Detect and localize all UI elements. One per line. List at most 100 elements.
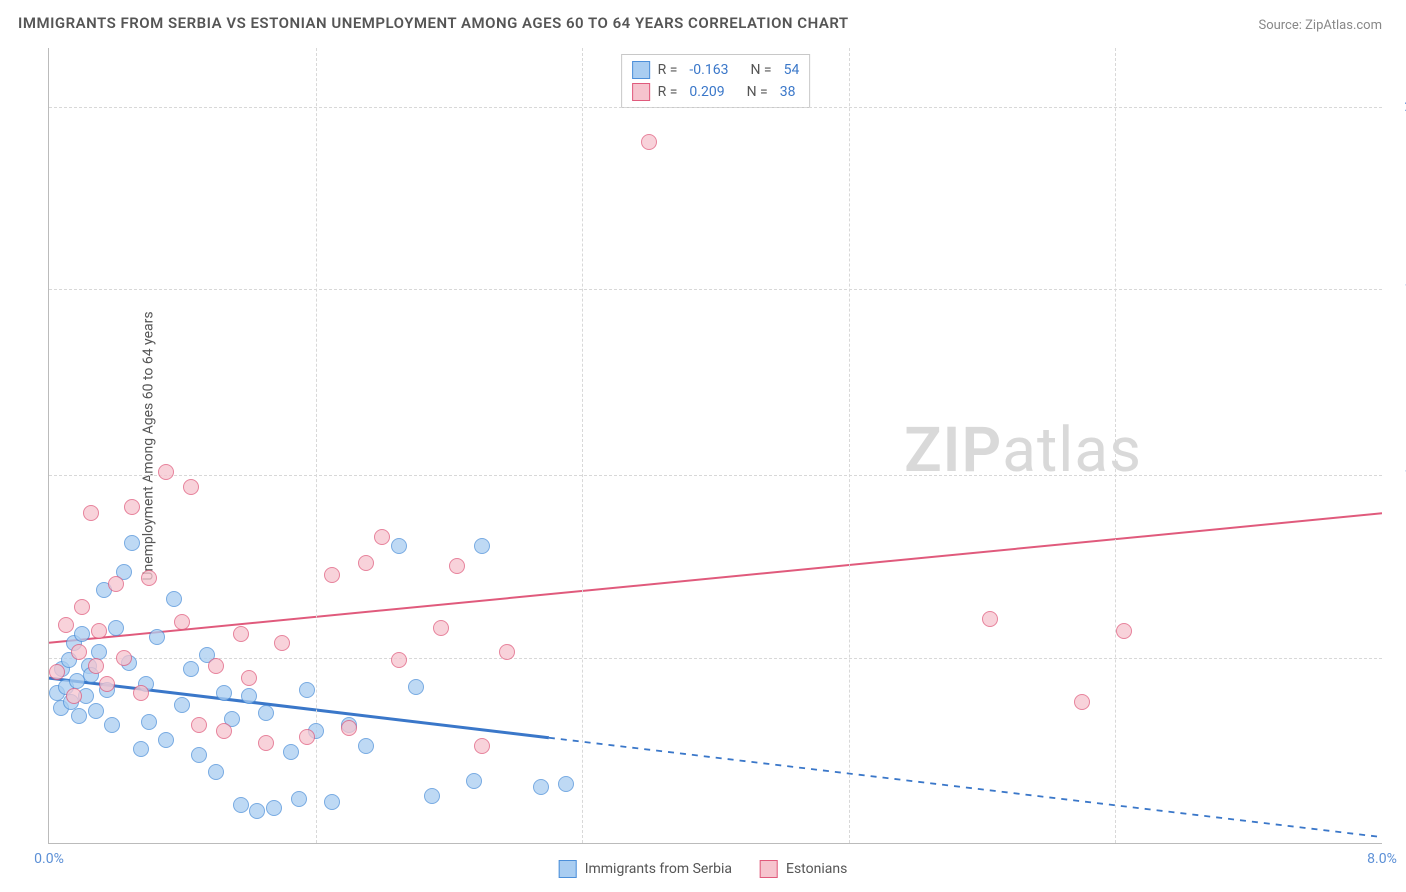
data-point-serbia (88, 703, 104, 719)
data-point-serbia (291, 791, 307, 807)
data-point-estonians (58, 617, 74, 633)
trend-line-dashed-serbia (549, 738, 1382, 837)
legend-item-serbia: Immigrants from Serbia (559, 860, 732, 878)
data-point-serbia (124, 535, 140, 551)
data-point-estonians (449, 558, 465, 574)
data-point-estonians (108, 576, 124, 592)
data-point-serbia (258, 705, 274, 721)
data-point-serbia (191, 747, 207, 763)
data-point-serbia (141, 714, 157, 730)
data-point-estonians (208, 658, 224, 674)
data-point-estonians (88, 658, 104, 674)
data-point-estonians (341, 720, 357, 736)
data-point-serbia (533, 779, 549, 795)
data-point-serbia (391, 538, 407, 554)
data-point-estonians (74, 599, 90, 615)
legend-swatch-estonians (760, 860, 778, 878)
trend-line-estonians (49, 513, 1382, 643)
legend-row-serbia: R = -0.163 N = 54 (632, 59, 800, 81)
legend-row-estonians: R = 0.209 N = 38 (632, 81, 800, 103)
data-point-estonians (99, 676, 115, 692)
data-point-serbia (233, 797, 249, 813)
data-point-estonians (499, 644, 515, 660)
data-point-serbia (166, 591, 182, 607)
data-point-estonians (116, 650, 132, 666)
legend-label-serbia: Immigrants from Serbia (585, 861, 732, 877)
correlation-legend: R = -0.163 N = 54 R = 0.209 N = 38 (621, 54, 811, 108)
data-point-estonians (216, 723, 232, 739)
data-point-serbia (133, 741, 149, 757)
n-value-estonians: 38 (780, 84, 796, 100)
data-point-serbia (71, 708, 87, 724)
grid-line-h (49, 658, 1382, 659)
data-point-serbia (299, 682, 315, 698)
n-value-serbia: 54 (784, 62, 800, 78)
trend-lines (49, 48, 1382, 843)
legend-label-estonians: Estonians (786, 861, 847, 877)
legend-item-estonians: Estonians (760, 860, 847, 878)
legend-swatch-serbia (632, 61, 650, 79)
y-tick-label: 25.0% (1387, 99, 1406, 115)
series-legend: Immigrants from Serbia Estonians (559, 860, 848, 878)
data-point-estonians (91, 623, 107, 639)
data-point-estonians (191, 717, 207, 733)
data-point-estonians (641, 134, 657, 150)
data-point-serbia (558, 776, 574, 792)
data-point-estonians (174, 614, 190, 630)
n-label: N = (750, 62, 771, 78)
data-point-estonians (324, 567, 340, 583)
data-point-estonians (1074, 694, 1090, 710)
data-point-estonians (83, 505, 99, 521)
y-tick-label: 12.5% (1387, 467, 1406, 483)
data-point-estonians (183, 479, 199, 495)
data-point-estonians (474, 738, 490, 754)
r-value-estonians: 0.209 (689, 84, 724, 100)
data-point-serbia (241, 688, 257, 704)
grid-line-v (849, 48, 850, 843)
plot-area: ZIPatlas R = -0.163 N = 54 R = 0.209 N =… (48, 48, 1382, 844)
grid-line-h (49, 107, 1382, 108)
grid-line-h (49, 475, 1382, 476)
data-point-serbia (149, 629, 165, 645)
data-point-estonians (141, 570, 157, 586)
data-point-estonians (71, 644, 87, 660)
data-point-estonians (258, 735, 274, 751)
data-point-serbia (466, 773, 482, 789)
r-label: R = (658, 62, 678, 78)
data-point-estonians (299, 729, 315, 745)
data-point-estonians (124, 499, 140, 515)
x-tick-label: 0.0% (34, 851, 64, 867)
data-point-serbia (74, 626, 90, 642)
data-point-estonians (358, 555, 374, 571)
grid-line-v (1115, 48, 1116, 843)
data-point-estonians (49, 664, 65, 680)
data-point-serbia (158, 732, 174, 748)
data-point-serbia (266, 800, 282, 816)
data-point-serbia (358, 738, 374, 754)
data-point-estonians (1116, 623, 1132, 639)
n-label: N = (747, 84, 768, 100)
data-point-serbia (324, 794, 340, 810)
data-point-estonians (391, 652, 407, 668)
data-point-serbia (216, 685, 232, 701)
data-point-serbia (283, 744, 299, 760)
legend-swatch-estonians (632, 83, 650, 101)
data-point-estonians (433, 620, 449, 636)
data-point-serbia (208, 764, 224, 780)
data-point-serbia (104, 717, 120, 733)
legend-swatch-serbia (559, 860, 577, 878)
data-point-estonians (982, 611, 998, 627)
data-point-serbia (408, 679, 424, 695)
source-attribution: Source: ZipAtlas.com (1258, 18, 1382, 33)
data-point-serbia (174, 697, 190, 713)
data-point-serbia (249, 803, 265, 819)
data-point-serbia (474, 538, 490, 554)
x-tick-label: 8.0% (1367, 851, 1397, 867)
r-label: R = (658, 84, 678, 100)
grid-line-h (49, 289, 1382, 290)
data-point-serbia (108, 620, 124, 636)
y-tick-label: 18.8% (1387, 281, 1406, 297)
data-point-estonians (274, 635, 290, 651)
data-point-estonians (241, 670, 257, 686)
data-point-serbia (91, 644, 107, 660)
